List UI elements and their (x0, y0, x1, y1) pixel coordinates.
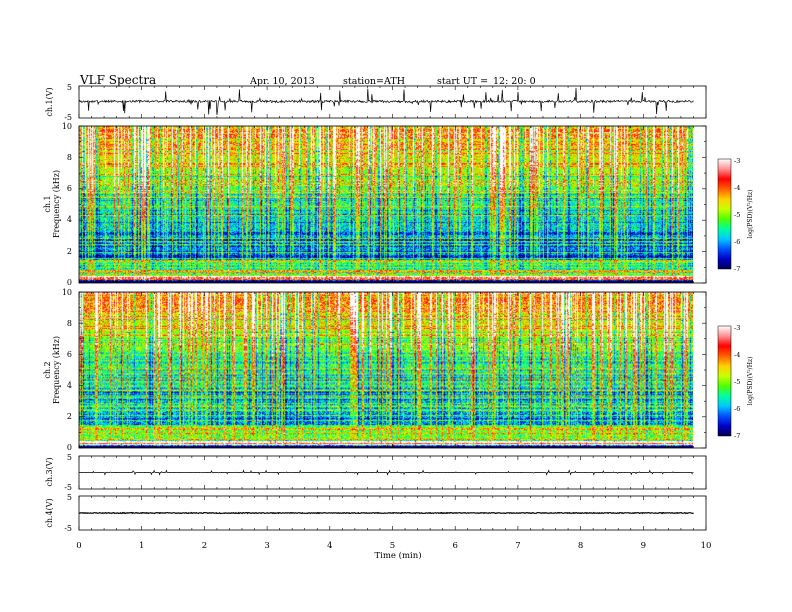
ch1-waveform-trace (78, 87, 694, 115)
ch2-freq-ticks: 0 2 4 6 8 10 (62, 288, 72, 452)
ch2-ytick-4: 4 (67, 381, 72, 390)
ch1-ytick-top: 5 (67, 83, 72, 92)
ch2-ytick-2: 2 (67, 412, 72, 421)
ch2-colorbar (717, 325, 732, 437)
xtick-5: 5 (390, 541, 395, 551)
date-label: Apr. 10, 2013 (250, 76, 315, 87)
ch3-waveform-panel: 5 -5 ch.3(V) (45, 453, 707, 492)
ch3-waveform-ylabel: ch.3(V) (45, 457, 54, 486)
start-ut-value: 12: 20: 0 (493, 76, 536, 87)
ch1-waveform-ylabel: ch.1(V) (45, 87, 54, 116)
xtick-1: 1 (139, 541, 144, 551)
ch3-waveform-trace (78, 469, 694, 476)
ch3-ytick-top: 5 (67, 453, 72, 462)
ch4-ytick-top: 5 (67, 493, 72, 502)
ch2-ytick-8: 8 (67, 319, 72, 328)
figure-title: VLF Spectra (80, 73, 157, 87)
ch1-ytick-10: 10 (62, 122, 72, 131)
ch1-ytick-8: 8 (67, 153, 72, 162)
ch2-cbar-tick-m6: -6 (734, 405, 740, 413)
ch1-frequency-ylabel: Frequency (kHz) (52, 170, 61, 238)
ch2-ytick-10: 10 (62, 288, 72, 297)
ch1-cbar-tick-m4: -4 (734, 184, 740, 192)
ch2-colorbar-label: log(PSD)(V²/Hz) (747, 357, 754, 406)
ch3-ytick-bottom: -5 (64, 483, 72, 492)
ch1-ytick-6: 6 (67, 184, 72, 193)
ch1-ytick-4: 4 (67, 215, 72, 224)
time-axis: 0 1 2 3 4 5 6 7 8 9 10 Time (min) (76, 541, 711, 561)
xtick-7: 7 (515, 541, 520, 551)
ch1-colorbar-label: log(PSD)(V²/Hz) (747, 190, 754, 239)
ch1-spectrogram-heatmap (79, 126, 693, 283)
xtick-4: 4 (327, 541, 332, 551)
xtick-3: 3 (264, 541, 269, 551)
ch4-ytick-bottom: -5 (64, 524, 72, 533)
start-ut-label: start UT = (437, 76, 489, 87)
ch1-spectrogram-panel: 0 2 4 6 8 10 ch.1 Frequency (kHz) -3 -4 … (43, 122, 754, 287)
station-label: station=ATH (343, 76, 405, 87)
ch2-cbar-tick-m4: -4 (734, 351, 740, 359)
time-axis-label: Time (min) (374, 550, 421, 561)
ch1-cbar-tick-m3: -3 (734, 157, 740, 165)
xtick-2: 2 (202, 541, 207, 551)
ch1-ytick-0: 0 (67, 278, 72, 287)
ch1-ytick-2: 2 (67, 247, 72, 256)
axis-tick-marks (78, 86, 707, 530)
ch2-spectrogram-heatmap (79, 292, 693, 448)
ch1-cbar-tick-m7: -7 (734, 265, 740, 273)
ch2-cbar-tick-m5: -5 (734, 378, 740, 386)
ch1-freq-ticks: 0 2 4 6 8 10 (62, 122, 72, 287)
ch2-channel-label: ch.2 (43, 361, 52, 378)
ch1-colorbar (717, 158, 732, 270)
ch2-cbar-tick-m3: -3 (734, 324, 740, 332)
xtick-9: 9 (641, 541, 646, 551)
ch2-frequency-ylabel: Frequency (kHz) (52, 336, 61, 404)
ch2-spectrogram-panel: 0 2 4 6 8 10 ch.2 Frequency (kHz) -3 -4 … (43, 288, 754, 452)
ch2-ytick-6: 6 (67, 350, 72, 359)
ch4-waveform-panel: 5 -5 ch.4(V) (45, 493, 707, 533)
xtick-0: 0 (76, 541, 81, 551)
ch2-ytick-0: 0 (67, 443, 72, 452)
ch4-waveform-trace (78, 511, 694, 515)
ch1-channel-label: ch.1 (43, 195, 52, 212)
ch4-waveform-ylabel: ch.4(V) (45, 498, 54, 527)
ch1-cbar-tick-m6: -6 (734, 238, 740, 246)
ch1-cbar-tick-m5: -5 (734, 211, 740, 219)
xtick-6: 6 (452, 541, 457, 551)
ch1-ytick-bottom: -5 (64, 113, 72, 122)
xtick-8: 8 (578, 541, 583, 551)
ch1-waveform-panel: 5 -5 ch.1(V) (45, 83, 707, 122)
xtick-10: 10 (701, 541, 712, 551)
ch2-cbar-tick-m7: -7 (734, 432, 740, 440)
